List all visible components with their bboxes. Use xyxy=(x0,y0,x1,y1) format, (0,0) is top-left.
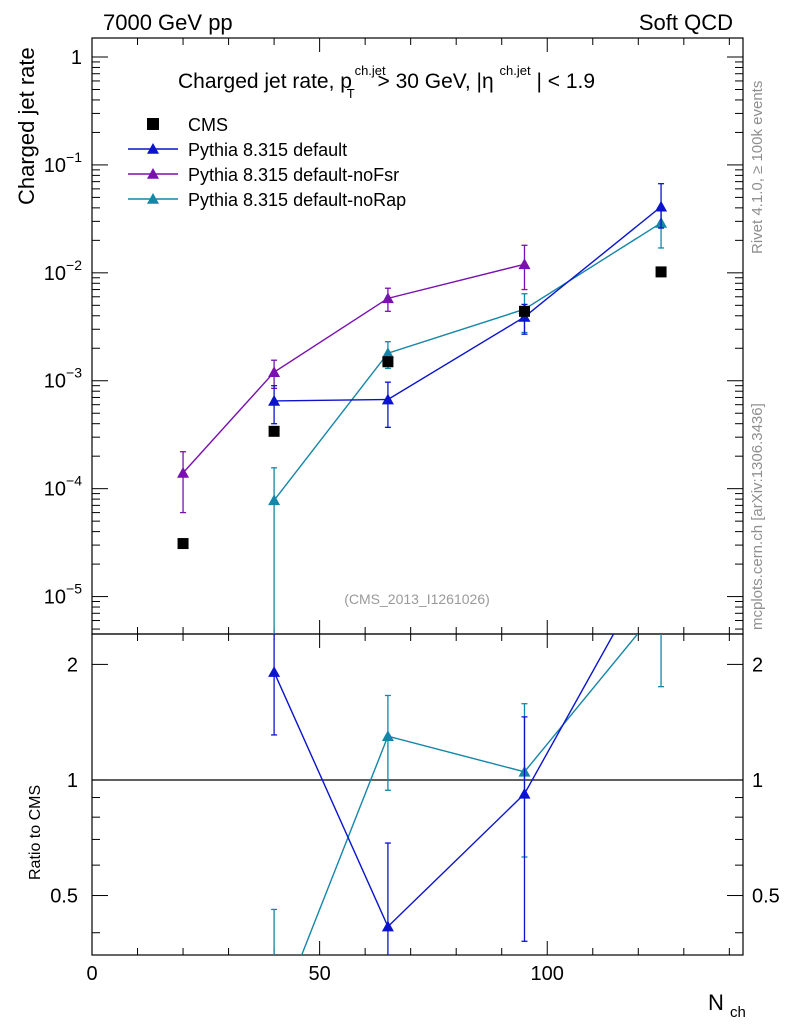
title-lt: | < 1.9 xyxy=(536,70,595,93)
x-axis-label-main: N xyxy=(708,990,724,1015)
rivet-version-label: Rivet 4.1.0, ≥ 100k events xyxy=(749,81,766,254)
cms-data-point xyxy=(655,266,667,278)
ratio-series-line xyxy=(273,634,615,928)
cms-data-point xyxy=(518,305,530,317)
x-axis-label: N ch xyxy=(708,990,746,1021)
series-point xyxy=(381,347,394,358)
ratio-tick-label-right: 0.5 xyxy=(752,886,780,908)
ratio-point xyxy=(381,730,394,742)
plot-title: Charged jet rate, p T ch.jet > 30 GeV, |… xyxy=(178,57,595,103)
y-tick-label: 10−2 xyxy=(44,257,82,285)
title-eta-sup: ch.jet xyxy=(500,63,531,78)
ratio-tick-label: 1 xyxy=(67,770,78,792)
analysis-watermark: (CMS_2013_I1261026) xyxy=(344,591,490,607)
series-point xyxy=(268,394,281,406)
title-main: Charged jet rate, p xyxy=(178,70,352,93)
main-panel-marks xyxy=(177,183,668,634)
legend-label-cms: CMS xyxy=(188,115,228,135)
series-point xyxy=(655,200,668,212)
legend-marker xyxy=(147,193,159,204)
ratio-tick-label: 2 xyxy=(67,654,78,676)
cms-data-point xyxy=(268,425,280,437)
ratio-plot-frame xyxy=(91,633,744,956)
legend-label: Pythia 8.315 default-noRap xyxy=(188,190,406,210)
series-line xyxy=(182,263,525,474)
axis-ticks: 0 50 100 10−5 10−4 10−3 10−2 10−1 1 0.5 0.5 1 1 2 2 xyxy=(44,38,780,985)
mcplots-source-label: mcplots.cern.ch [arXiv:1306.3436] xyxy=(749,403,766,630)
ratio-y-axis-label: Ratio to CMS xyxy=(27,785,44,880)
ratio-point xyxy=(268,666,281,677)
legend-label: Pythia 8.315 default xyxy=(188,140,347,160)
y-tick-label: 10−1 xyxy=(44,149,82,177)
ratio-tick-label: 0.5 xyxy=(50,886,78,908)
series-point xyxy=(381,393,394,405)
y-axis-label: Charged jet rate xyxy=(14,47,39,205)
ratio-tick-label-right: 1 xyxy=(752,770,763,792)
series-point xyxy=(518,258,531,270)
chart-marks xyxy=(92,183,743,1024)
series-point xyxy=(268,494,281,506)
ratio-point xyxy=(381,920,394,932)
x-tick-label: 0 xyxy=(86,963,97,985)
x-axis-label-sub: ch xyxy=(730,1004,746,1021)
y-tick-label: 10−5 xyxy=(44,581,82,609)
series-line xyxy=(274,206,662,402)
process-label: Soft QCD xyxy=(639,10,733,35)
x-tick-label: 100 xyxy=(531,963,564,985)
ratio-point xyxy=(518,787,531,799)
series-point xyxy=(381,292,394,304)
title-gt: > 30 GeV, |η xyxy=(378,70,494,93)
y-tick-label: 10−3 xyxy=(44,365,82,393)
ratio-tick-label-right: 2 xyxy=(752,654,763,676)
legend-marker-cms xyxy=(147,118,159,130)
ratio-point xyxy=(655,543,667,554)
legend-marker xyxy=(147,168,159,179)
energy-label: 7000 GeV pp xyxy=(103,10,233,35)
series-line xyxy=(273,222,662,501)
legend-label: Pythia 8.315 default-noFsr xyxy=(188,165,399,185)
ratio-point xyxy=(268,1019,280,1024)
title-pt-sub: T xyxy=(347,86,355,101)
cms-data-point xyxy=(177,538,189,550)
ratio-panel-marks xyxy=(268,543,667,1024)
series-point xyxy=(268,366,281,378)
y-tick-label: 1 xyxy=(71,47,82,69)
x-tick-label: 50 xyxy=(308,963,330,985)
series-point xyxy=(177,466,190,478)
title-pt-sup: ch.jet xyxy=(355,63,386,78)
y-tick-label: 10−4 xyxy=(44,473,82,501)
cms-data-point xyxy=(382,356,394,368)
legend-marker xyxy=(147,143,159,154)
ratio-series-line xyxy=(300,634,639,955)
legend: CMS Pythia 8.315 default Pythia 8.315 defa… xyxy=(128,115,406,210)
ratio-point xyxy=(655,599,667,610)
